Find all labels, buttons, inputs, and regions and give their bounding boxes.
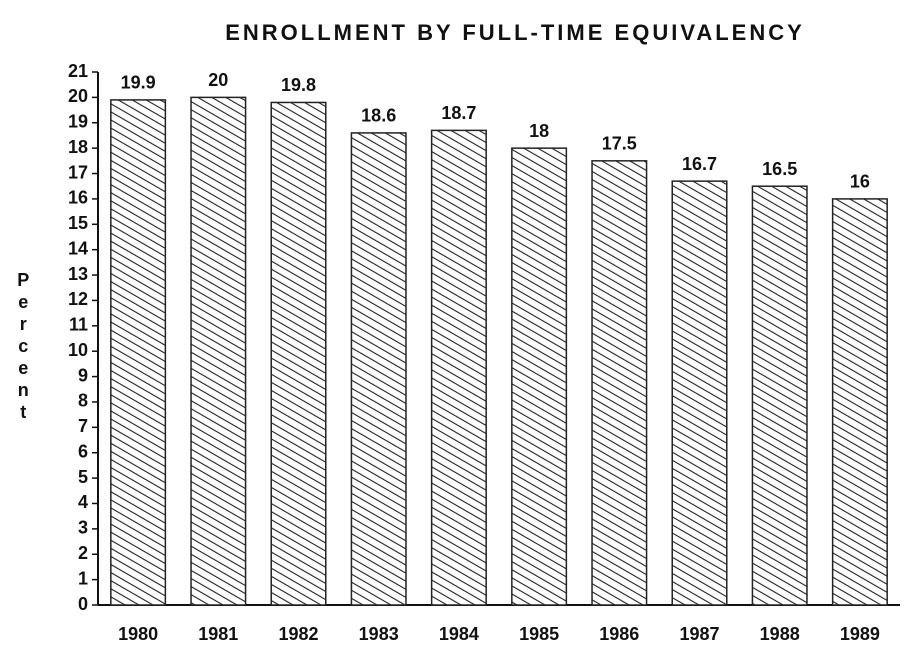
data-label: 16.5: [762, 159, 797, 179]
y-tick-label: 2: [78, 543, 88, 563]
y-tick-label: 3: [78, 518, 88, 538]
y-tick-label: 16: [68, 188, 88, 208]
y-tick-label: 13: [68, 264, 88, 284]
x-tick-label: 1989: [840, 624, 880, 644]
y-tick-label: 10: [68, 340, 88, 360]
bar: [831, 198, 888, 606]
y-tick-label: 14: [68, 238, 88, 258]
x-tick-label: 1988: [760, 624, 800, 644]
y-tick-label: 5: [78, 467, 88, 487]
y-tick-label: 8: [78, 391, 88, 411]
y-tick-label: 15: [68, 213, 88, 233]
bar: [751, 185, 808, 606]
y-tick-label: 11: [69, 315, 88, 335]
x-tick-label: 1987: [679, 624, 719, 644]
y-tick-label: 4: [78, 492, 88, 512]
y-tick-label: 1: [78, 568, 88, 588]
y-tick-label: 0: [78, 594, 88, 614]
data-label: 19.9: [121, 73, 156, 93]
y-tick-label: 17: [68, 162, 88, 182]
y-tick-label: 21: [68, 61, 88, 81]
data-label: 18: [529, 121, 549, 141]
data-label: 16: [850, 172, 870, 192]
x-tick-label: 1982: [278, 624, 318, 644]
x-tick-label: 1980: [118, 624, 158, 644]
data-label: 19.8: [281, 75, 316, 95]
y-tick-label: 9: [78, 365, 88, 385]
chart-title: ENROLLMENT BY FULL-TIME EQUIVALENCY: [225, 20, 805, 45]
data-label: 17.5: [602, 134, 637, 154]
x-tick-label: 1984: [439, 624, 479, 644]
x-tick-label: 1985: [519, 624, 559, 644]
bar: [591, 160, 648, 606]
bar: [671, 180, 728, 606]
y-tick-label: 12: [68, 289, 88, 309]
x-tick-label: 1986: [599, 624, 639, 644]
data-label: 18.6: [361, 106, 396, 126]
bar: [110, 99, 167, 606]
y-tick-label: 19: [68, 112, 88, 132]
x-tick-label: 1981: [198, 624, 238, 644]
y-axis-label: Percent: [13, 270, 33, 424]
data-label: 20: [208, 70, 228, 90]
bar: [511, 147, 568, 606]
bar: [270, 101, 327, 606]
bar: [350, 132, 407, 606]
data-label: 16.7: [682, 154, 717, 174]
y-tick-label: 18: [68, 137, 88, 157]
x-tick-label: 1983: [359, 624, 399, 644]
data-label: 18.7: [441, 103, 476, 123]
y-tick-label: 20: [68, 86, 88, 106]
y-tick-label: 7: [78, 416, 88, 436]
y-tick-label: 6: [78, 441, 88, 461]
bar: [190, 96, 247, 606]
bar: [430, 129, 487, 606]
